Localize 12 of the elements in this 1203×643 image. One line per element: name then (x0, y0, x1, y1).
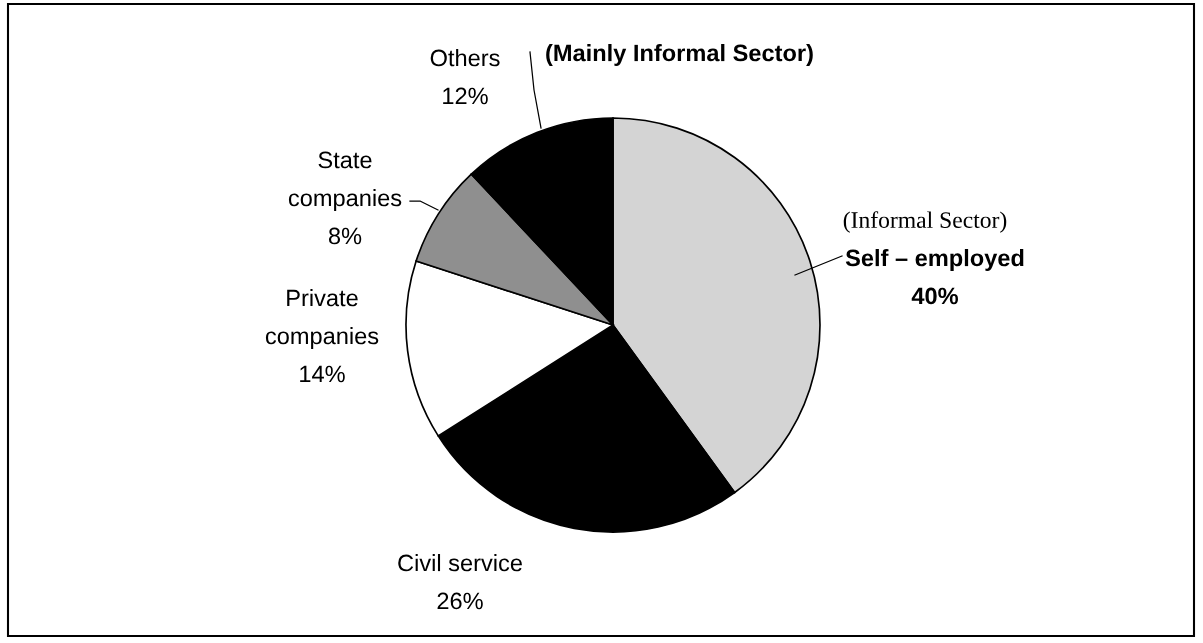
data-label: 40% (911, 287, 959, 305)
data-label: 12% (443, 87, 488, 105)
slice-label: Private companies (265, 288, 379, 349)
slice-label: Self – employed (845, 249, 1024, 272)
data-label: 26% (437, 592, 483, 610)
data-label: 14% (300, 365, 345, 383)
data-label: 8% (328, 227, 362, 245)
slice-label: State companies (288, 151, 402, 211)
text: (Mainly Informal Sector) (546, 44, 813, 66)
slice-label: Civil service (398, 553, 522, 572)
slice-label: Others (430, 49, 500, 67)
text: (Informal Sector) (843, 211, 1007, 233)
